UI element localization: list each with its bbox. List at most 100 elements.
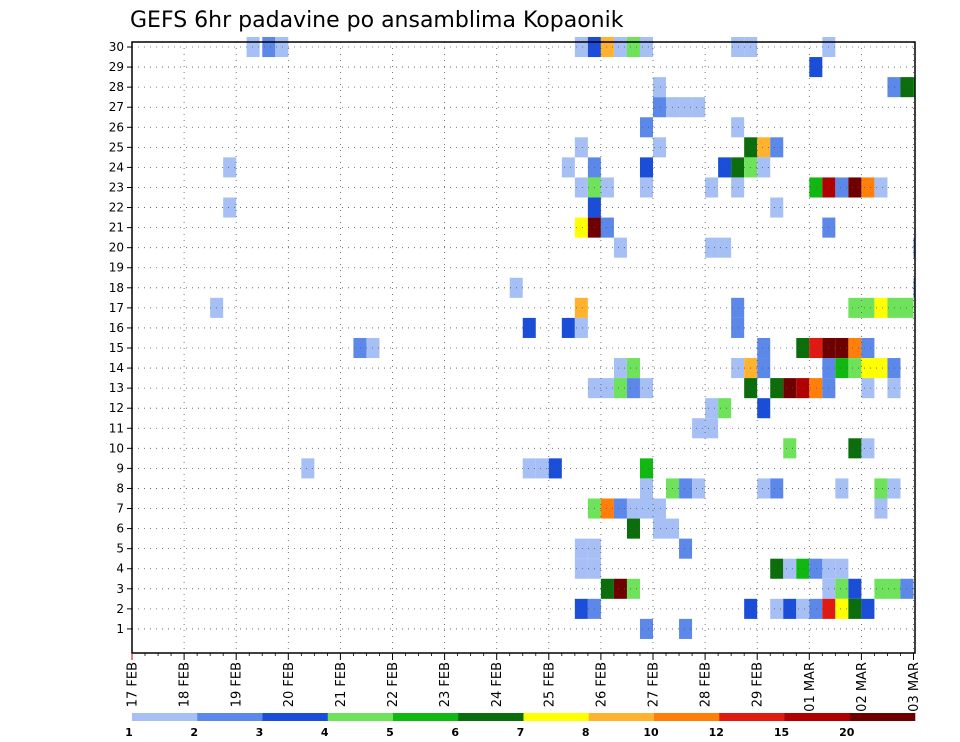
heatmap-cell [796, 378, 810, 399]
heatmap-cell [705, 177, 719, 198]
heatmap-cell [639, 177, 653, 198]
heatmap-cell [718, 157, 732, 178]
x-tick-label: 02 MAR [855, 662, 870, 712]
colorbar-swatch [197, 713, 263, 721]
colorbar-label: 15 [774, 726, 789, 739]
heatmap-cell [705, 237, 719, 258]
heatmap-cell [626, 378, 640, 399]
heatmap-cell [887, 378, 901, 399]
heatmap-cell [574, 177, 588, 198]
x-tick-label: 03 MAR [907, 662, 922, 712]
heatmap-cell [626, 36, 640, 58]
heatmap-cell [718, 237, 732, 258]
y-tick-label: 16 [109, 321, 124, 335]
heatmap-cell [835, 578, 849, 599]
heatmap-cell [848, 358, 862, 379]
heatmap-cell [731, 358, 745, 379]
colorbar-legend: 1 2 3 4 5 6 7 8 10 12 15 20 [125, 713, 916, 739]
colorbar-swatch [458, 713, 524, 721]
heatmap-cell [835, 358, 849, 379]
colorbar-swatch [719, 713, 785, 721]
heatmap-cell [757, 157, 771, 178]
heatmap-cell [246, 36, 260, 58]
heatmap-cell [626, 518, 640, 539]
heatmap-cell [783, 558, 797, 579]
heatmap-cell [679, 478, 693, 499]
heatmap-cell [848, 297, 862, 318]
y-tick-label: 13 [109, 381, 124, 395]
heatmap-cell [835, 598, 849, 619]
heatmap-cell [613, 378, 627, 399]
heatmap-cell [574, 217, 588, 238]
heatmap-cell [653, 518, 667, 539]
heatmap-cell [796, 598, 810, 619]
heatmap-cell [835, 558, 849, 579]
heatmap-cell [809, 57, 823, 78]
colorbar-label: 12 [709, 726, 724, 739]
y-tick-label: 8 [116, 481, 124, 495]
heatmap-cell [848, 438, 862, 459]
heatmap-cell [874, 498, 888, 519]
heatmap-cell [757, 398, 771, 419]
colorbar-swatch [393, 713, 459, 721]
colorbar-label: 7 [517, 726, 525, 739]
colorbar-label: 1 [125, 726, 133, 739]
y-tick-label: 29 [109, 60, 124, 74]
y-axis: 1234567891011121314151617181920212223242… [109, 40, 132, 636]
heatmap-cell [600, 498, 614, 519]
heatmap-cell [679, 618, 693, 639]
heatmap-cell [600, 578, 614, 599]
heatmap-cell [574, 137, 588, 158]
heatmap-cell [718, 398, 732, 419]
y-tick-label: 26 [109, 120, 124, 134]
y-tick-label: 10 [109, 441, 124, 455]
heatmap-cell [887, 358, 901, 379]
heatmap-cell [639, 157, 653, 178]
heatmap-cell [861, 598, 875, 619]
heatmap-cell [848, 578, 862, 599]
heatmap-cell [626, 358, 640, 379]
heatmap-cell [874, 578, 888, 599]
y-tick-label: 1 [116, 622, 124, 636]
y-tick-label: 21 [109, 221, 124, 235]
y-tick-label: 25 [109, 140, 124, 154]
heatmap-cell [770, 598, 784, 619]
heatmap-cells [210, 36, 915, 639]
colorbar-swatch [588, 713, 655, 721]
heatmap-cell [861, 378, 875, 399]
heatmap-cell [522, 317, 536, 338]
y-tick-label: 11 [109, 421, 124, 435]
heatmap-cell [679, 97, 693, 118]
heatmap-cell [705, 398, 719, 419]
heatmap-cell [861, 438, 875, 459]
heatmap-cell [757, 358, 771, 379]
heatmap-cell [887, 77, 901, 98]
y-tick-label: 7 [116, 502, 124, 516]
heatmap-cell [874, 358, 888, 379]
heatmap-cell [639, 117, 653, 138]
y-tick-label: 19 [109, 261, 124, 275]
y-tick-label: 28 [109, 80, 124, 94]
heatmap-cell [731, 297, 745, 318]
colorbar-label: 5 [386, 726, 394, 739]
heatmap-cell [561, 317, 575, 338]
x-tick-label: 28 FEB [699, 662, 714, 707]
heatmap-cell [574, 317, 588, 338]
colorbar-label: 3 [256, 726, 264, 739]
heatmap-cell [770, 197, 784, 218]
heatmap-cell [613, 358, 627, 379]
heatmap-cell [301, 458, 315, 479]
heatmap-cell [613, 578, 627, 599]
x-tick-label: 21 FEB [334, 662, 349, 707]
heatmap-cell [731, 317, 745, 338]
colorbar-swatch [132, 713, 198, 721]
heatmap-cell [848, 337, 862, 359]
heatmap-cell [796, 558, 810, 579]
heatmap-cell [874, 478, 888, 499]
heatmap-cell [600, 378, 614, 399]
x-axis: 17 FEB 18 FEB 19 FEB 20 FEB 21 FEB 22 FEB 23 F… [126, 653, 922, 712]
y-tick-label: 14 [109, 361, 124, 375]
heatmap-cell [613, 498, 627, 519]
x-tick-label: 20 FEB [282, 662, 297, 707]
